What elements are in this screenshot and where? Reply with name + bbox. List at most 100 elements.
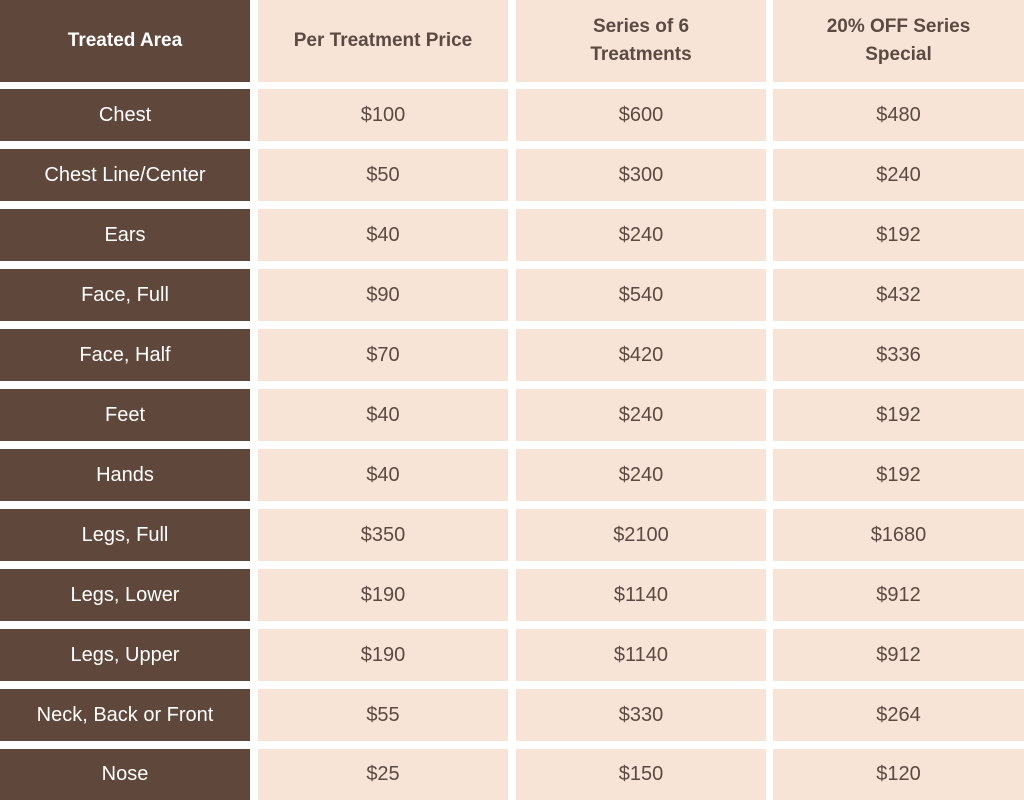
price-cell: $336 — [773, 329, 1024, 381]
price-cell-text: $40 — [366, 403, 400, 426]
price-cell-text: $912 — [876, 643, 921, 666]
price-cell: $90 — [258, 269, 508, 321]
area-cell-text: Face, Half — [79, 343, 171, 366]
price-cell-text: $190 — [360, 643, 406, 666]
header-cell-text: Series of 6 Treatments — [590, 16, 692, 65]
header-cell-text: Per Treatment Price — [293, 30, 473, 51]
price-cell-text: $1140 — [613, 583, 669, 606]
price-cell: $192 — [773, 389, 1024, 441]
price-cell-text: $90 — [366, 283, 400, 306]
area-cell-text: Hands — [96, 463, 154, 486]
price-cell: $1140 — [516, 629, 766, 681]
area-cell: Chest — [0, 89, 250, 141]
header-cell: 20% OFF Series Special — [773, 0, 1024, 82]
price-cell: $25 — [258, 749, 508, 800]
price-cell-text: $1680 — [870, 523, 927, 546]
price-cell-text: $40 — [366, 463, 400, 486]
price-cell: $120 — [773, 749, 1024, 800]
area-cell-text: Legs, Full — [81, 523, 169, 546]
price-cell: $50 — [258, 149, 508, 201]
area-cell: Hands — [0, 449, 250, 501]
price-cell-text: $55 — [366, 703, 400, 726]
area-cell-text: Ears — [104, 223, 146, 246]
price-cell: $2100 — [516, 509, 766, 561]
area-cell: Face, Full — [0, 269, 250, 321]
price-cell-text: $540 — [618, 283, 664, 306]
price-cell-text: $300 — [618, 163, 664, 186]
price-cell-text: $192 — [876, 403, 921, 426]
price-cell-text: $336 — [876, 343, 921, 366]
price-cell-text: $432 — [876, 283, 921, 306]
price-cell-text: $420 — [618, 343, 664, 366]
price-cell: $240 — [773, 149, 1024, 201]
price-cell-text: $330 — [618, 703, 664, 726]
price-cell-text: $190 — [360, 583, 406, 606]
price-cell-text: $192 — [876, 223, 921, 246]
price-cell: $1680 — [773, 509, 1024, 561]
area-cell: Ears — [0, 209, 250, 261]
price-cell-text: $480 — [876, 103, 921, 126]
price-cell: $190 — [258, 629, 508, 681]
price-cell: $55 — [258, 689, 508, 741]
price-cell-text: $1140 — [613, 643, 669, 666]
price-cell: $40 — [258, 449, 508, 501]
price-cell-text: $240 — [618, 463, 664, 486]
price-cell: $540 — [516, 269, 766, 321]
price-cell: $150 — [516, 749, 766, 800]
price-cell: $240 — [516, 449, 766, 501]
price-cell: $432 — [773, 269, 1024, 321]
price-cell-text: $70 — [366, 343, 400, 366]
header-cell-text: 20% OFF Series Special — [826, 16, 971, 65]
area-cell-text: Feet — [104, 403, 146, 426]
price-cell: $300 — [516, 149, 766, 201]
price-cell-text: $150 — [618, 763, 664, 785]
price-cell-text: $240 — [618, 223, 664, 246]
area-cell: Nose — [0, 749, 250, 800]
price-cell-text: $240 — [618, 403, 664, 426]
header-cell: Per Treatment Price — [258, 0, 508, 82]
price-cell-text: $912 — [876, 583, 921, 606]
price-cell: $40 — [258, 209, 508, 261]
area-cell: Legs, Lower — [0, 569, 250, 621]
area-cell: Face, Half — [0, 329, 250, 381]
price-cell: $1140 — [516, 569, 766, 621]
price-cell-text: $264 — [876, 703, 921, 726]
price-cell-text: $25 — [366, 763, 400, 785]
area-cell-text: Chest — [98, 103, 152, 126]
price-cell-text: $50 — [366, 163, 400, 186]
area-cell-text: Chest Line/Center — [44, 163, 206, 186]
header-cell: Treated Area — [0, 0, 250, 82]
price-cell-text: $2100 — [613, 523, 669, 546]
price-cell: $480 — [773, 89, 1024, 141]
price-cell: $912 — [773, 629, 1024, 681]
area-cell: Neck, Back or Front — [0, 689, 250, 741]
price-cell-text: $600 — [618, 103, 664, 126]
area-cell-text: Nose — [101, 763, 149, 785]
price-cell: $240 — [516, 209, 766, 261]
header-cell: Series of 6 Treatments — [516, 0, 766, 82]
area-cell: Legs, Full — [0, 509, 250, 561]
price-cell-text: $100 — [360, 103, 406, 126]
price-cell: $192 — [773, 449, 1024, 501]
header-cell-text: Treated Area — [67, 30, 183, 51]
price-cell: $40 — [258, 389, 508, 441]
area-cell-text: Legs, Lower — [70, 583, 180, 606]
price-cell-text: $240 — [876, 163, 921, 186]
area-cell-text: Face, Full — [81, 283, 169, 306]
price-cell: $350 — [258, 509, 508, 561]
area-cell: Chest Line/Center — [0, 149, 250, 201]
price-cell: $264 — [773, 689, 1024, 741]
price-cell: $192 — [773, 209, 1024, 261]
price-cell: $600 — [516, 89, 766, 141]
area-cell-text: Neck, Back or Front — [36, 703, 214, 726]
price-cell: $420 — [516, 329, 766, 381]
price-cell: $330 — [516, 689, 766, 741]
price-cell-text: $192 — [876, 463, 921, 486]
price-cell: $912 — [773, 569, 1024, 621]
price-cell: $190 — [258, 569, 508, 621]
price-cell-text: $350 — [360, 523, 406, 546]
price-cell-text: $40 — [366, 223, 400, 246]
area-cell-text: Legs, Upper — [70, 643, 180, 666]
area-cell: Legs, Upper — [0, 629, 250, 681]
